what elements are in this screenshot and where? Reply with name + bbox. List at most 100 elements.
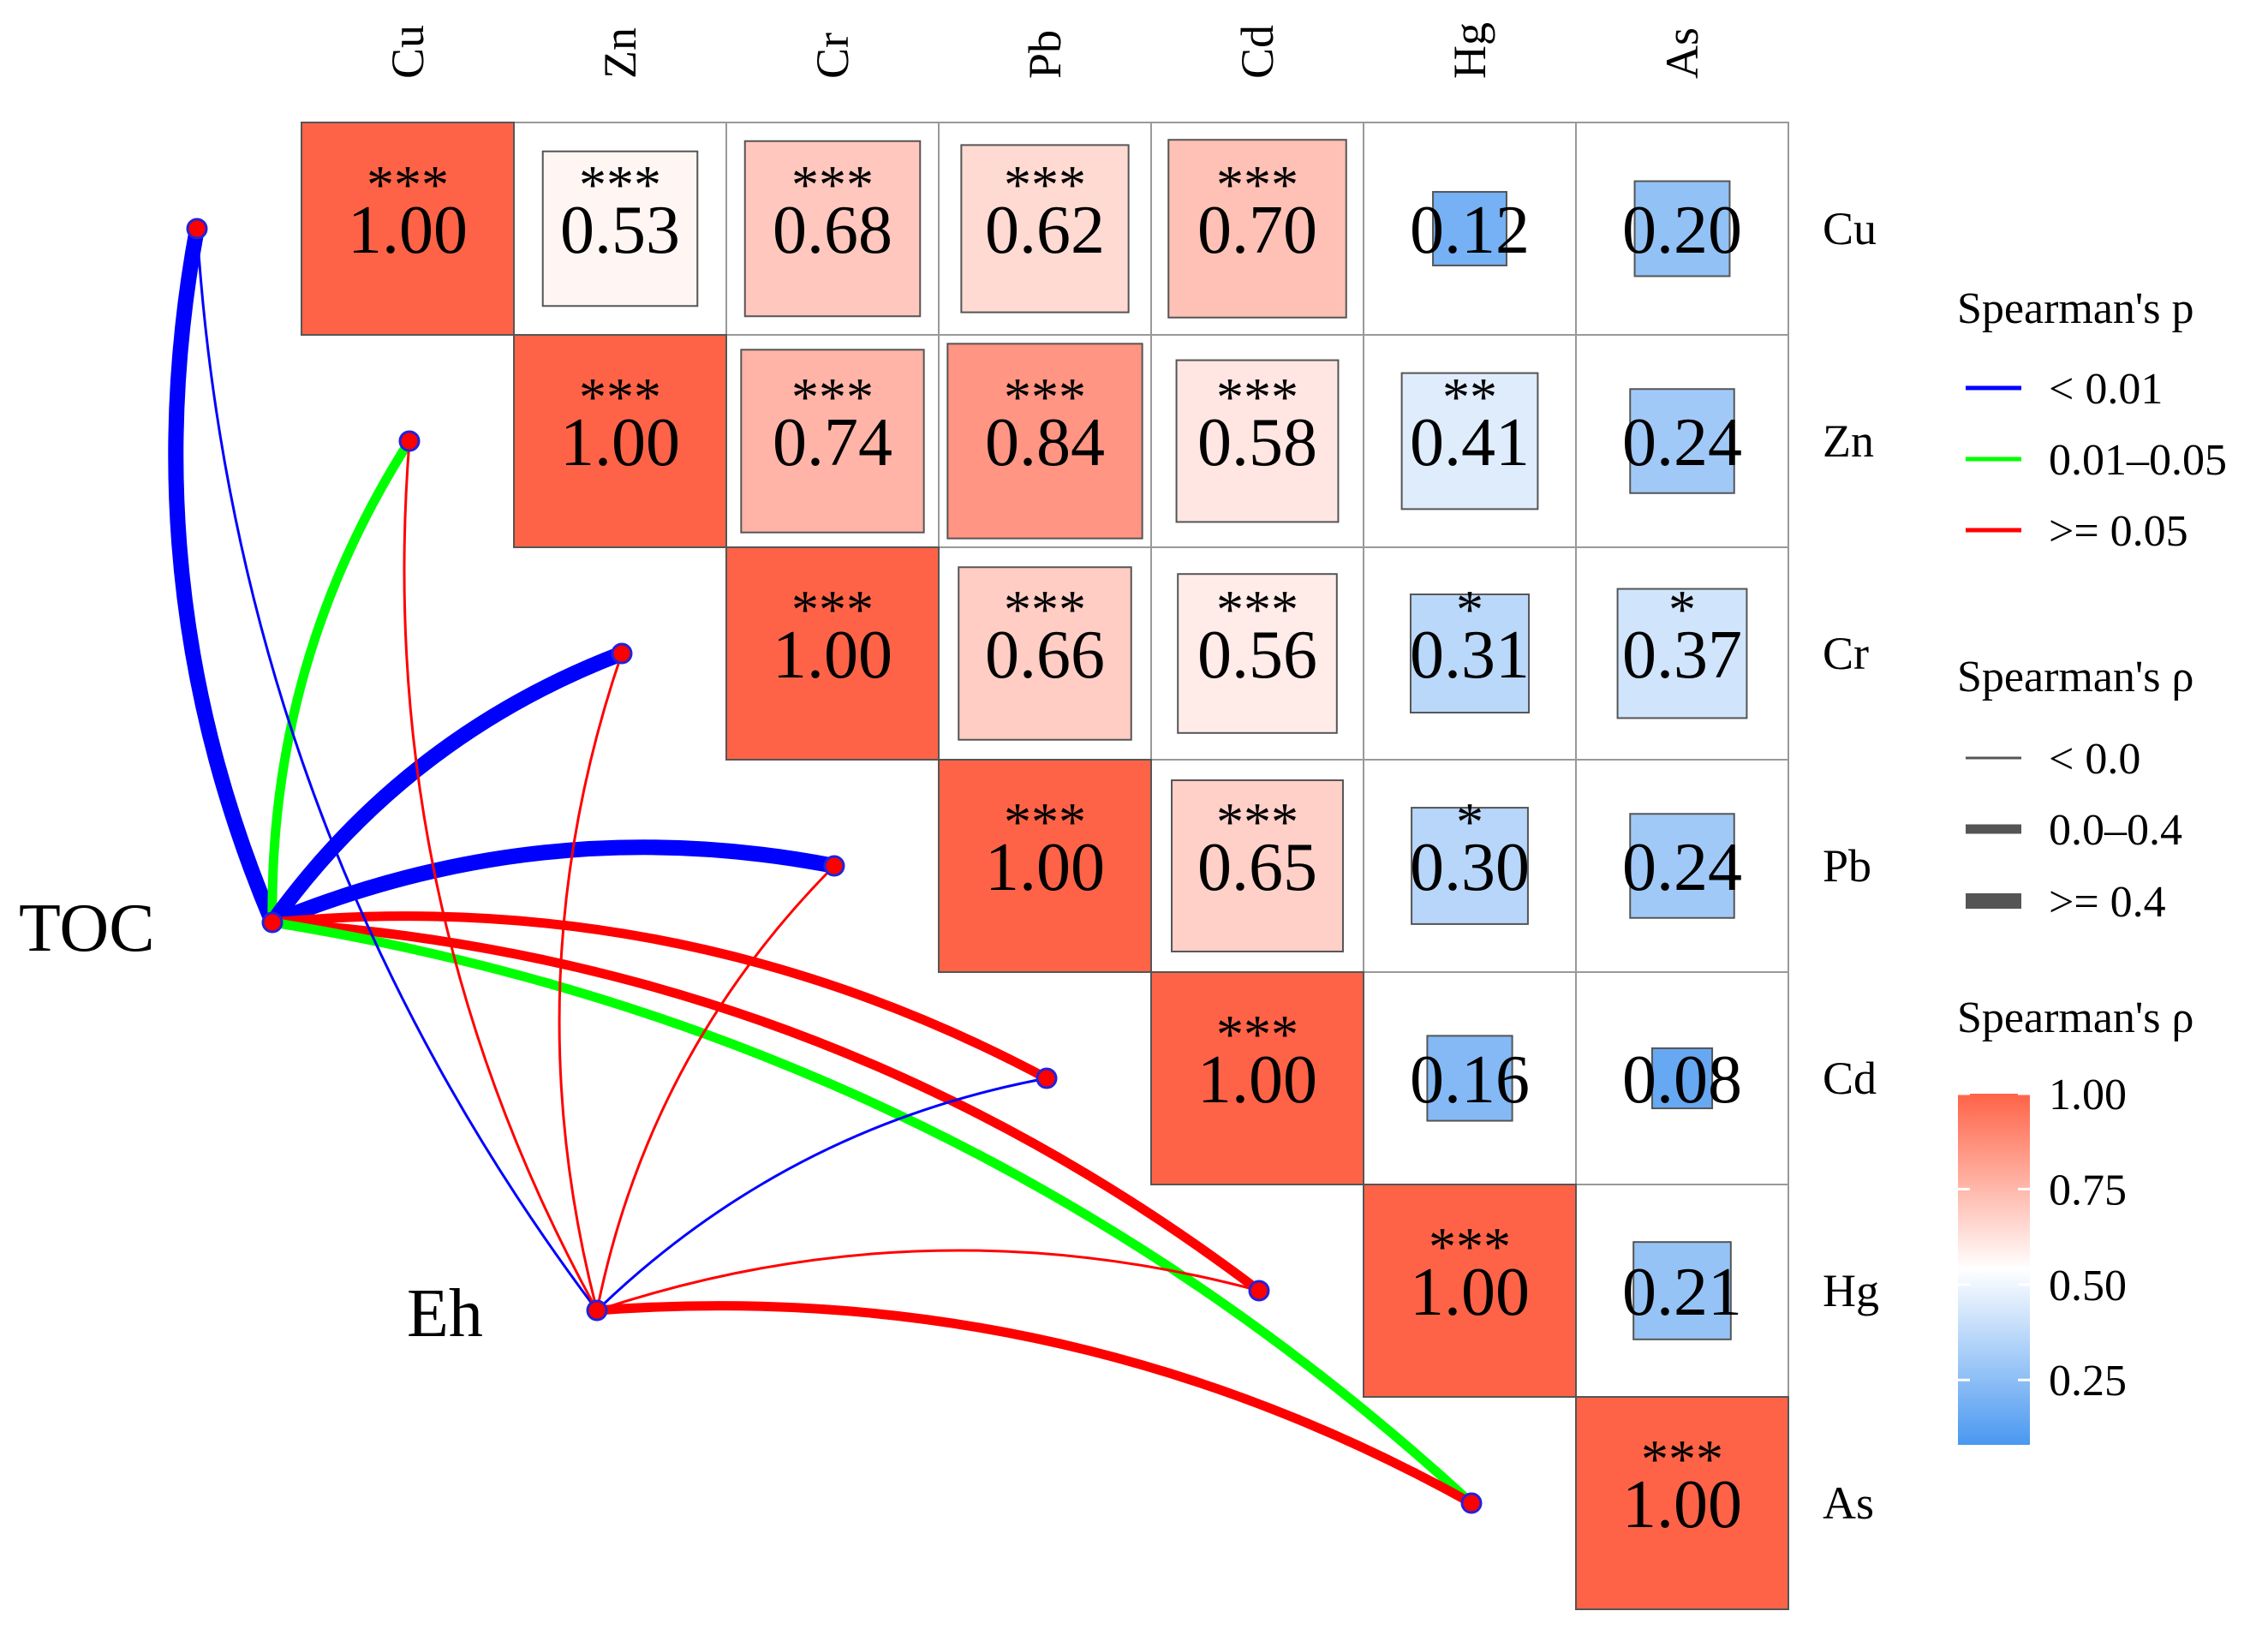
cell-value-hg-hg: 1.00 <box>1410 1255 1530 1330</box>
column-label-zn: Zn <box>594 27 646 79</box>
cell-stars-pb-cd: *** <box>1216 791 1298 852</box>
legend-p-label-2: 0.01–0.05 <box>2049 436 2227 485</box>
link-toc-hg <box>267 917 1264 1296</box>
cell-value-pb-pb: 1.00 <box>985 830 1105 905</box>
colorbar-ticks: 1.00 0.75 0.50 0.25 <box>1958 1071 2127 1405</box>
cell-stars-zn-cr: *** <box>791 367 874 427</box>
cell-stars-cu-cu: *** <box>367 154 449 215</box>
cell-value-cr-cd: 0.56 <box>1197 618 1317 693</box>
cell-square-cr-as <box>1616 588 1748 719</box>
node-pb <box>823 855 845 877</box>
legend-r-label-1: < 0.0 <box>2049 735 2140 784</box>
cell-square-cu-cu <box>301 122 515 336</box>
cell-square-cr-cd <box>1177 573 1338 734</box>
row-label-pb: Pb <box>1823 840 1871 892</box>
colorbar-tick-label-2: 0.50 <box>2049 1262 2127 1310</box>
column-label-cr: Cr <box>807 33 858 79</box>
legend-r-label-3: >= 0.4 <box>2049 878 2166 927</box>
column-label-pb: Pb <box>1019 30 1071 79</box>
cell-value-cu-cu: 1.00 <box>348 193 468 268</box>
column-label-hg: Hg <box>1444 22 1495 79</box>
cell-value-cu-zn: 0.53 <box>560 193 680 268</box>
cell-square-cu-cr <box>743 140 922 318</box>
row-label-cd: Cd <box>1823 1053 1877 1104</box>
link-nodes <box>186 218 1483 1514</box>
legend-colorbar: Spearman's ρ 1.00 0.75 0.50 0.25 <box>1957 994 2193 1445</box>
row-label-cr: Cr <box>1823 628 1869 679</box>
link-toc-cu <box>168 221 280 930</box>
legend-r-label-2: 0.0–0.4 <box>2049 806 2182 855</box>
cell-stars-cr-cr: *** <box>791 579 874 640</box>
node-cr <box>611 642 633 665</box>
cell-value-cr-pb: 0.66 <box>985 618 1105 693</box>
cell-value-pb-hg: 0.30 <box>1410 830 1530 905</box>
cell-square-cu-as <box>1633 180 1731 277</box>
cell-stars-cr-as: * <box>1668 579 1696 640</box>
link-eh-pb <box>595 864 836 1312</box>
cell-stars-cr-cd: *** <box>1216 579 1298 640</box>
cell-stars-zn-zn: *** <box>579 367 661 427</box>
cell-square-as-as <box>1575 1396 1789 1610</box>
node-toc <box>261 911 284 934</box>
cell-value-cr-hg: 0.31 <box>1410 618 1530 693</box>
cell-value-cu-cd: 0.70 <box>1197 193 1317 268</box>
cell-stars-cu-zn: *** <box>579 154 661 215</box>
legend-p-label-3: >= 0.05 <box>2049 507 2188 556</box>
cell-value-zn-cr: 0.74 <box>773 405 892 480</box>
node-cd <box>1036 1067 1058 1089</box>
colorbar-tick-label-3: 0.25 <box>2049 1357 2127 1405</box>
cell-value-cr-as: 0.37 <box>1622 618 1742 693</box>
cell-square-zn-pb <box>946 343 1143 540</box>
cell-stars-cr-hg: * <box>1456 579 1483 640</box>
node-zn <box>398 430 421 452</box>
link-toc-cd <box>267 911 1052 1083</box>
cell-square-cr-pb <box>958 566 1132 741</box>
link-toc-zn <box>267 436 415 928</box>
cell-value-zn-cd: 0.58 <box>1197 405 1317 480</box>
cell-stars-zn-cd: *** <box>1216 367 1298 427</box>
mantel-links <box>168 221 1477 1508</box>
cell-value-pb-as: 0.24 <box>1622 830 1742 905</box>
legend-p-title: Spearman's p <box>1957 284 2194 333</box>
cell-stars-cr-pb: *** <box>1004 579 1086 640</box>
legend-p-label-1: < 0.01 <box>2049 365 2163 414</box>
cell-value-as-as: 1.00 <box>1622 1467 1742 1542</box>
colorbar <box>1958 1094 2030 1445</box>
row-label-zn: Zn <box>1823 415 1874 467</box>
link-eh-zn <box>403 439 599 1312</box>
cell-value-cu-pb: 0.62 <box>985 193 1105 268</box>
link-eh-cu <box>195 227 599 1312</box>
cell-square-zn-zn <box>513 334 727 548</box>
cell-value-cd-cd: 1.00 <box>1197 1042 1317 1118</box>
cell-value-zn-hg: 0.41 <box>1410 405 1530 480</box>
link-eh-cr <box>558 652 624 1312</box>
cell-square-zn-cr <box>740 349 925 534</box>
cell-stars-as-as: *** <box>1641 1429 1723 1489</box>
cell-square-pb-hg <box>1411 807 1529 925</box>
grid-cell-pb-as <box>1575 759 1789 973</box>
cell-stars-cu-cr: *** <box>791 154 874 215</box>
cell-square-pb-pb <box>938 759 1152 973</box>
cell-value-cr-cr: 1.00 <box>773 618 892 693</box>
cell-value-zn-as: 0.24 <box>1622 405 1742 480</box>
cell-square-zn-cd <box>1175 359 1340 523</box>
cell-stars-pb-pb: *** <box>1004 791 1086 852</box>
node-hg <box>1248 1280 1270 1302</box>
cell-square-cr-cr <box>725 546 940 761</box>
cell-stars-cd-cd: *** <box>1216 1004 1298 1065</box>
cell-value-cd-hg: 0.16 <box>1410 1042 1530 1118</box>
cell-square-cu-hg <box>1432 191 1507 266</box>
cell-square-pb-cd <box>1171 779 1344 952</box>
legend-r-title: Spearman's ρ <box>1957 653 2193 701</box>
cell-square-hg-as <box>1632 1241 1732 1340</box>
row-label-cu: Cu <box>1823 203 1877 254</box>
legend-colorbar-title: Spearman's ρ <box>1957 994 2193 1042</box>
heatmap-cells: 1.00***0.53***0.68***0.62***0.70***0.12 0… <box>301 122 1789 1610</box>
cell-value-cu-hg: 0.12 <box>1410 193 1530 268</box>
colorbar-tick-label-1: 0.75 <box>2049 1166 2127 1214</box>
cell-stars-pb-hg: * <box>1456 791 1483 852</box>
cell-value-cu-cr: 0.68 <box>773 193 892 268</box>
link-eh-as <box>592 1301 1477 1508</box>
row-label-hg: Hg <box>1823 1265 1879 1316</box>
cell-square-zn-hg <box>1400 372 1539 510</box>
